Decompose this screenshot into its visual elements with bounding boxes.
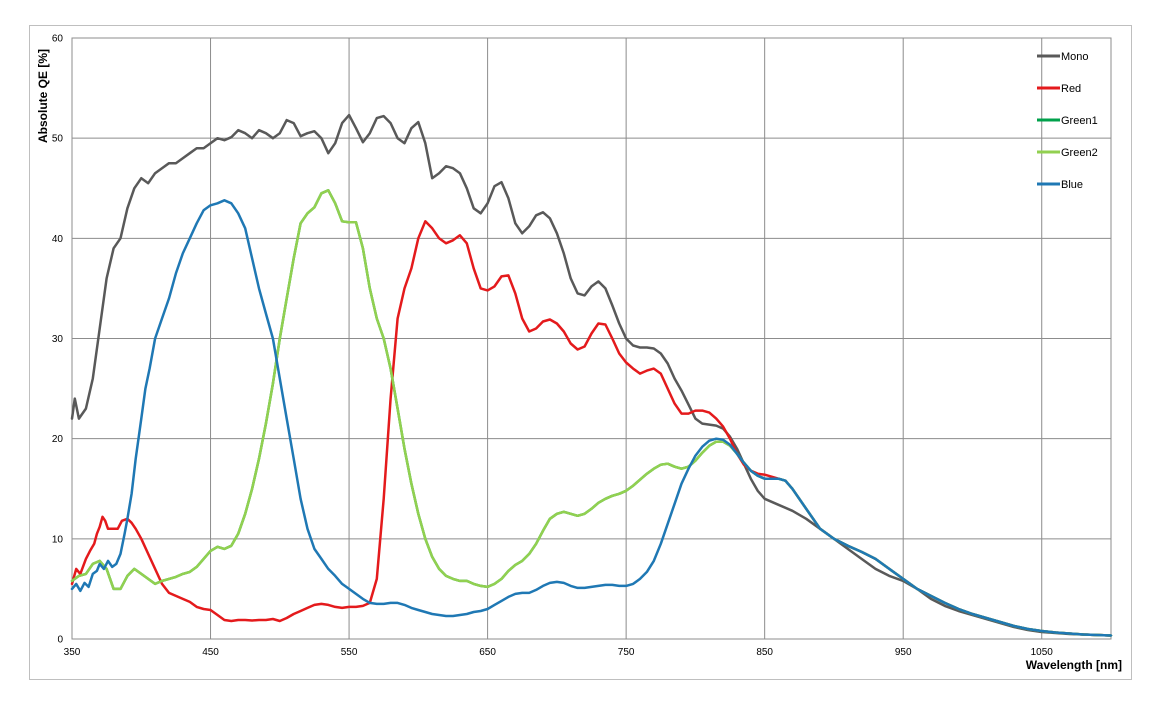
y-axis-title: Absolute QE [%] [36, 49, 50, 143]
legend-label-green1: Green1 [1061, 115, 1098, 127]
y-tick-label: 50 [52, 134, 64, 145]
x-tick-label: 750 [618, 647, 635, 658]
x-tick-label: 1050 [1031, 647, 1054, 658]
grid [71, 37, 1112, 640]
x-tick-label: 350 [64, 647, 81, 658]
y-tick-label: 0 [57, 635, 63, 646]
series-line-red [70, 220, 1113, 637]
y-tick-label: 60 [52, 34, 64, 45]
y-tick-label: 40 [52, 234, 64, 245]
x-tick-label: 850 [756, 647, 773, 658]
series-line-green1 [70, 189, 1113, 637]
y-tick-label: 10 [52, 534, 64, 545]
y-axis-ticks: 0 10 20 30 40 50 60 [52, 34, 64, 646]
x-axis-title: Wavelength [nm] [1026, 658, 1122, 672]
legend-label-blue: Blue [1061, 179, 1083, 191]
x-axis-ticks: 350 450 550 650 750 850 950 1050 [64, 647, 1054, 658]
x-tick-label: 950 [895, 647, 912, 658]
y-tick-label: 30 [52, 334, 64, 345]
legend: Mono Red Green1 Green2 Blue [1037, 51, 1098, 191]
y-tick-label: 20 [52, 434, 64, 445]
series-line-green2 [70, 189, 1113, 637]
legend-label-red: Red [1061, 83, 1081, 95]
x-tick-label: 550 [341, 647, 358, 658]
legend-label-green2: Green2 [1061, 147, 1098, 159]
x-tick-label: 650 [479, 647, 496, 658]
legend-label-mono: Mono [1061, 51, 1089, 63]
x-tick-label: 450 [202, 647, 219, 658]
series-line-mono [70, 113, 1113, 637]
series-layer [70, 113, 1113, 637]
series-line-blue [70, 199, 1113, 637]
chart-frame [29, 25, 1132, 680]
